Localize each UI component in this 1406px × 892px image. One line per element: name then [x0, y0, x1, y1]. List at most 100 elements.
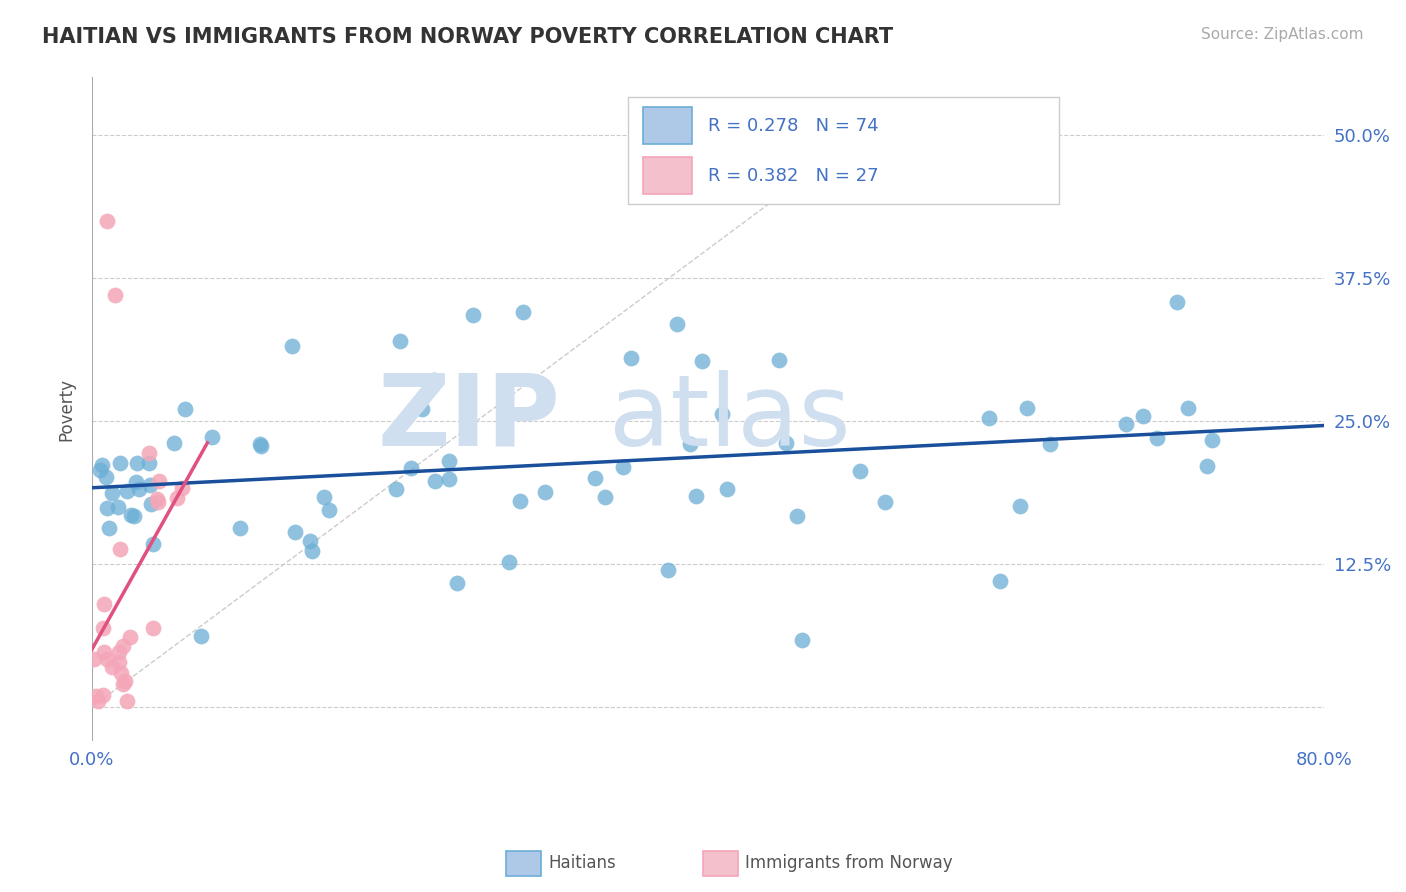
- Point: [775, 436, 797, 450]
- Point: [534, 485, 557, 500]
- Point: [399, 461, 422, 475]
- Text: ZIP: ZIP: [377, 369, 560, 467]
- Point: [281, 339, 304, 353]
- FancyBboxPatch shape: [643, 157, 692, 194]
- Text: Haitians: Haitians: [548, 855, 616, 872]
- Point: [87, 694, 110, 708]
- Point: [83, 651, 105, 665]
- Point: [104, 288, 127, 302]
- Point: [148, 495, 170, 509]
- Point: [174, 402, 197, 417]
- Point: [512, 305, 534, 319]
- Point: [114, 674, 136, 689]
- Point: [125, 457, 148, 471]
- Point: [848, 465, 870, 479]
- Point: [142, 536, 165, 550]
- Point: [108, 542, 131, 557]
- Point: [1166, 295, 1188, 310]
- Point: [115, 483, 138, 498]
- Point: [97, 521, 120, 535]
- Point: [90, 458, 112, 472]
- Point: [86, 689, 108, 703]
- Point: [249, 436, 271, 450]
- Point: [498, 555, 520, 569]
- Point: [1115, 417, 1137, 431]
- Point: [990, 574, 1012, 589]
- Point: [711, 407, 734, 421]
- Point: [446, 575, 468, 590]
- Point: [124, 508, 146, 523]
- Text: Source: ZipAtlas.com: Source: ZipAtlas.com: [1201, 27, 1364, 42]
- Point: [101, 660, 124, 674]
- Point: [768, 352, 790, 367]
- Point: [108, 645, 131, 659]
- Point: [423, 474, 446, 488]
- Point: [298, 533, 321, 548]
- Point: [228, 521, 250, 535]
- Point: [93, 688, 115, 702]
- Point: [786, 508, 808, 523]
- Point: [138, 446, 160, 460]
- Text: HAITIAN VS IMMIGRANTS FROM NORWAY POVERTY CORRELATION CHART: HAITIAN VS IMMIGRANTS FROM NORWAY POVERT…: [42, 27, 893, 46]
- Point: [125, 475, 148, 490]
- Point: [93, 645, 115, 659]
- Point: [657, 563, 679, 577]
- Point: [873, 495, 896, 509]
- Point: [96, 213, 118, 227]
- Point: [790, 632, 813, 647]
- Point: [141, 497, 163, 511]
- Point: [685, 490, 707, 504]
- FancyBboxPatch shape: [643, 107, 692, 144]
- Point: [128, 482, 150, 496]
- FancyBboxPatch shape: [703, 851, 738, 876]
- Point: [170, 482, 193, 496]
- Point: [112, 639, 135, 653]
- Point: [146, 491, 169, 506]
- Point: [120, 508, 142, 522]
- Point: [690, 354, 713, 368]
- Point: [509, 494, 531, 508]
- Point: [100, 486, 122, 500]
- Point: [163, 436, 186, 450]
- Point: [148, 474, 170, 488]
- Text: R = 0.278   N = 74: R = 0.278 N = 74: [707, 117, 879, 135]
- Point: [107, 500, 129, 515]
- Point: [314, 490, 336, 504]
- Point: [437, 454, 460, 468]
- Point: [112, 677, 135, 691]
- Point: [1201, 434, 1223, 448]
- Point: [1146, 431, 1168, 445]
- Point: [108, 656, 131, 670]
- Point: [190, 629, 212, 643]
- Text: Immigrants from Norway: Immigrants from Norway: [745, 855, 953, 872]
- Point: [1008, 499, 1031, 513]
- Point: [716, 482, 738, 496]
- Point: [142, 621, 165, 635]
- Point: [301, 544, 323, 558]
- Point: [89, 463, 111, 477]
- Point: [139, 477, 162, 491]
- Point: [461, 308, 484, 322]
- Point: [318, 503, 340, 517]
- Point: [388, 334, 411, 348]
- Point: [385, 483, 408, 497]
- Point: [612, 459, 634, 474]
- Point: [1197, 458, 1219, 473]
- Point: [166, 491, 188, 505]
- Point: [115, 693, 138, 707]
- Point: [91, 621, 114, 635]
- Point: [1039, 436, 1062, 450]
- Point: [437, 472, 460, 486]
- Point: [96, 652, 118, 666]
- Point: [620, 351, 643, 365]
- Point: [118, 631, 141, 645]
- FancyBboxPatch shape: [506, 851, 541, 876]
- Point: [201, 430, 224, 444]
- Point: [422, 373, 444, 387]
- Point: [583, 470, 606, 484]
- Point: [110, 665, 132, 680]
- Y-axis label: Poverty: Poverty: [58, 378, 75, 441]
- Point: [593, 490, 616, 504]
- Point: [284, 524, 307, 539]
- FancyBboxPatch shape: [628, 97, 1059, 203]
